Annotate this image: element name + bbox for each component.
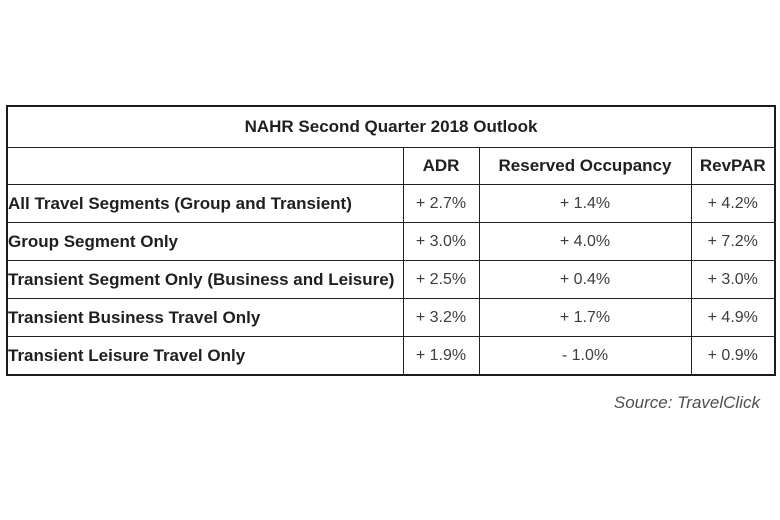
table-row-transient-business-travel: Transient Business Travel Only + 3.2% + … xyxy=(6,298,776,337)
reserved-occupancy-value: + 1.7% xyxy=(478,298,692,337)
header-cell-reserved-occupancy: Reserved Occupancy xyxy=(478,147,692,185)
header-cell-blank xyxy=(6,147,404,185)
table-row-transient-segment-only: Transient Segment Only (Business and Lei… xyxy=(6,260,776,299)
row-label: Transient Segment Only (Business and Lei… xyxy=(6,260,404,299)
source-caption: Source: TravelClick xyxy=(613,393,760,412)
row-label: Group Segment Only xyxy=(6,222,404,261)
revpar-value: + 0.9% xyxy=(690,336,776,376)
table-header-row: ADR Reserved Occupancy RevPAR xyxy=(6,147,776,185)
adr-value: + 2.7% xyxy=(402,184,480,223)
header-cell-revpar: RevPAR xyxy=(690,147,776,185)
revpar-value: + 3.0% xyxy=(690,260,776,299)
reserved-occupancy-value: + 4.0% xyxy=(478,222,692,261)
adr-value: + 2.5% xyxy=(402,260,480,299)
revpar-value: + 7.2% xyxy=(690,222,776,261)
table-title-row: NAHR Second Quarter 2018 Outlook xyxy=(6,105,776,148)
revpar-value: + 4.9% xyxy=(690,298,776,337)
reserved-occupancy-value: + 1.4% xyxy=(478,184,692,223)
row-label: All Travel Segments (Group and Transient… xyxy=(6,184,404,223)
adr-value: + 3.2% xyxy=(402,298,480,337)
outlook-table: NAHR Second Quarter 2018 Outlook ADR Res… xyxy=(6,105,777,376)
header-cell-adr: ADR xyxy=(402,147,480,185)
table-title: NAHR Second Quarter 2018 Outlook xyxy=(6,105,776,148)
table-row-transient-leisure-travel: Transient Leisure Travel Only + 1.9% - 1… xyxy=(6,336,776,376)
table-row-all-travel-segments: All Travel Segments (Group and Transient… xyxy=(6,184,776,223)
row-label: Transient Leisure Travel Only xyxy=(6,336,404,376)
adr-value: + 1.9% xyxy=(402,336,480,376)
reserved-occupancy-value: - 1.0% xyxy=(478,336,692,376)
reserved-occupancy-value: + 0.4% xyxy=(478,260,692,299)
row-label: Transient Business Travel Only xyxy=(6,298,404,337)
revpar-value: + 4.2% xyxy=(690,184,776,223)
adr-value: + 3.0% xyxy=(402,222,480,261)
table-row-group-segment-only: Group Segment Only + 3.0% + 4.0% + 7.2% xyxy=(6,222,776,261)
